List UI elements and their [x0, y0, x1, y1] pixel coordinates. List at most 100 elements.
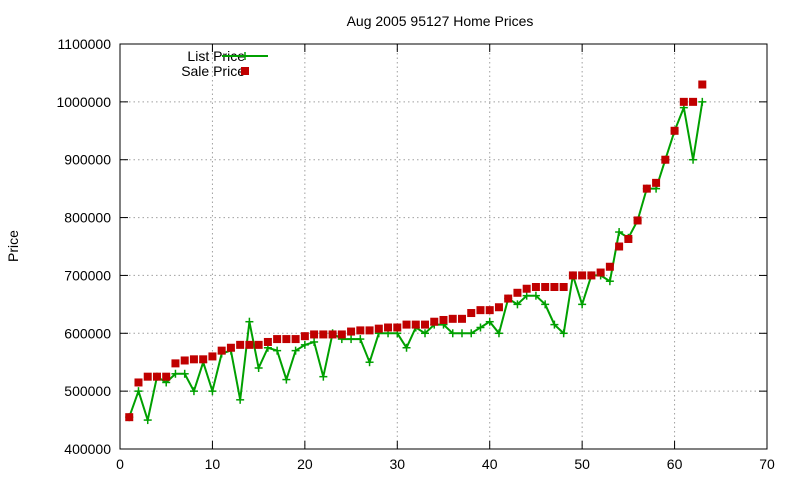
sale-price-point: [245, 340, 254, 349]
sale-price-point: [411, 320, 420, 329]
list-price-point: [689, 155, 698, 164]
grid-lines: [120, 44, 767, 449]
y-tick-label: 900000: [64, 152, 111, 168]
y-tick-label: 500000: [64, 383, 111, 399]
y-axis-label: Price: [5, 230, 21, 262]
list-price-point: [171, 369, 180, 378]
sale-price-point: [448, 314, 457, 323]
sale-price-point: [596, 268, 605, 277]
sale-price-point: [310, 330, 319, 339]
sale-price-point: [384, 323, 393, 332]
sale-price-point: [578, 271, 587, 280]
list-price-point: [347, 335, 356, 344]
sale-price-point: [652, 178, 661, 187]
list-price-point: [476, 323, 485, 332]
x-tick-label: 20: [297, 456, 313, 472]
sale-price-point: [633, 216, 642, 225]
sale-price-point: [171, 359, 180, 368]
x-tick-label: 0: [116, 456, 124, 472]
sale-price-point: [319, 330, 328, 339]
list-price-point: [494, 329, 503, 338]
list-price-point: [282, 375, 291, 384]
list-price-point: [513, 300, 522, 309]
sale-price-point: [587, 271, 596, 280]
x-tick-label: 50: [574, 456, 590, 472]
sale-price-point: [476, 306, 485, 315]
sale-price-point: [236, 340, 245, 349]
legend-swatch-marker: [241, 52, 249, 60]
chart-title: Aug 2005 95127 Home Prices: [347, 13, 534, 29]
sale-price-point: [541, 283, 550, 291]
sale-price-point: [457, 314, 466, 323]
sale-price-point: [485, 306, 494, 315]
sale-price-point: [300, 332, 309, 341]
x-tick-label: 30: [389, 456, 405, 472]
x-tick-label: 40: [482, 456, 498, 472]
list-price-point: [143, 416, 152, 425]
sale-price-point: [152, 372, 161, 381]
sale-price-point: [402, 320, 411, 329]
list-price-point: [245, 317, 254, 326]
sale-price-point: [679, 97, 688, 106]
sale-price-point: [263, 337, 272, 346]
list-price-point: [559, 329, 568, 338]
list-price-point: [448, 329, 457, 338]
list-price-point: [467, 329, 476, 338]
sale-price-point: [531, 283, 540, 291]
list-price-point: [605, 277, 614, 286]
sale-price-point: [208, 352, 217, 361]
sale-price-point: [337, 330, 346, 339]
sale-price-point: [670, 126, 679, 135]
sale-price-point: [513, 288, 522, 297]
sale-price-point: [180, 356, 189, 365]
sale-price-point: [522, 284, 531, 293]
sale-price-point: [393, 323, 402, 332]
list-price-point: [485, 317, 494, 326]
list-price-point: [615, 228, 624, 237]
list-price-point: [254, 364, 263, 372]
sale-price-point: [143, 372, 152, 381]
list-price-point: [531, 291, 540, 300]
sale-price-point: [347, 327, 356, 336]
sale-price-point: [282, 335, 291, 344]
plot-frame: [119, 43, 768, 450]
list-price-point: [550, 320, 559, 329]
y-tick-label: 600000: [64, 325, 111, 341]
sale-price-point: [254, 340, 263, 349]
list-price-point: [402, 343, 411, 352]
x-tick-label: 70: [759, 456, 775, 472]
list-price-point: [578, 300, 587, 309]
legend-swatch-marker: [241, 67, 249, 75]
y-tick-label: 1000000: [56, 94, 111, 110]
sale-price-point: [356, 326, 365, 335]
axis-ticks: 400000 500000 600000 700000 800000 900000 1000…: [56, 36, 775, 472]
list-price-point: [134, 387, 143, 396]
sale-price-point: [698, 80, 707, 89]
list-price-point: [319, 372, 328, 381]
legend-label: List Price: [187, 48, 245, 64]
sale-price-point: [467, 309, 476, 318]
list-price-point: [180, 369, 189, 378]
list-price-point: [356, 335, 365, 344]
sale-price-point: [605, 262, 614, 271]
sale-price-point: [199, 355, 208, 364]
list-price-point: [522, 291, 531, 300]
list-price-line: [128, 101, 704, 424]
list-price-point: [300, 340, 309, 349]
sale-price-point: [189, 355, 198, 364]
sale-price-point: [226, 343, 235, 352]
x-tick-label: 60: [667, 456, 683, 472]
sale-price-point: [217, 346, 226, 355]
list-price-point: [189, 387, 198, 396]
sale-price-point: [374, 324, 383, 333]
series-layer: [125, 80, 707, 425]
sale-price-point: [689, 97, 698, 106]
sale-price-point: [134, 378, 143, 387]
sale-price-point: [328, 330, 337, 339]
x-tick-label: 10: [205, 456, 221, 472]
sale-price-point: [291, 335, 300, 344]
list-price-point: [365, 358, 374, 367]
list-price-point: [457, 329, 466, 338]
y-tick-label: 1100000: [58, 36, 112, 52]
